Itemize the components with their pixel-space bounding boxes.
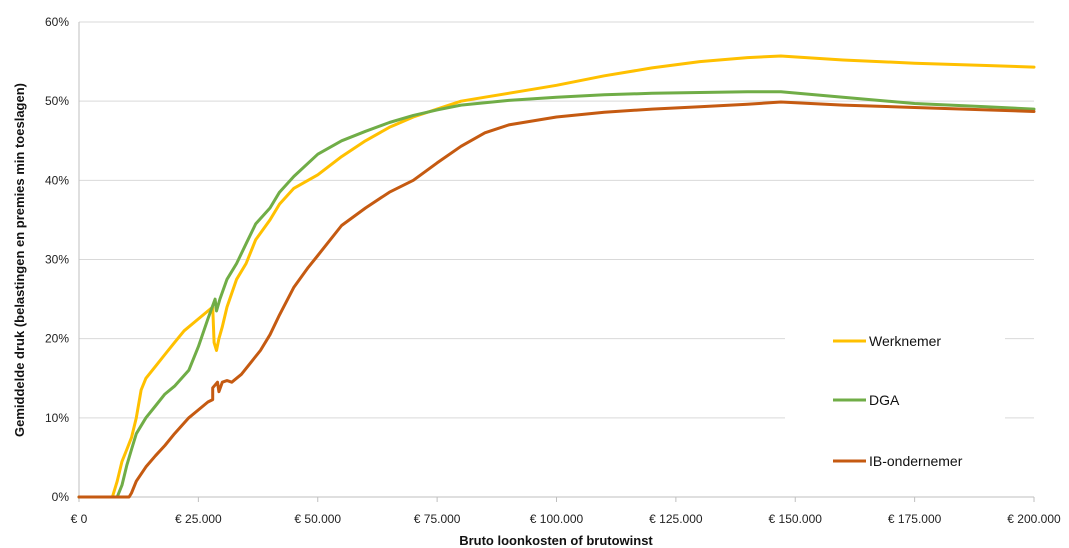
x-axis-title: Bruto loonkosten of brutowinst bbox=[459, 533, 653, 548]
legend-label: DGA bbox=[869, 392, 900, 408]
legend-label: Werknemer bbox=[869, 333, 941, 349]
x-tick-label: € 150.000 bbox=[769, 512, 823, 526]
series-line-ib-ondernemer bbox=[77, 100, 1036, 499]
x-tick-labels: € 0 € 25.000 € 50.000 € 75.000 € 100.000 € 12… bbox=[71, 497, 1061, 526]
series-line-dga bbox=[77, 90, 1036, 499]
y-tick-label: 50% bbox=[45, 94, 69, 108]
x-tick-label: € 125.000 bbox=[649, 512, 703, 526]
y-tick-labels: 0% 10% 20% 30% 40% 50% 60% bbox=[45, 15, 69, 504]
y-tick-label: 10% bbox=[45, 411, 69, 425]
y-tick-label: 20% bbox=[45, 332, 69, 346]
y-tick-label: 30% bbox=[45, 253, 69, 267]
y-axis-title: Gemiddelde druk (belastingen en premies … bbox=[12, 83, 27, 437]
legend-label: IB-ondernemer bbox=[869, 453, 963, 469]
y-tick-label: 60% bbox=[45, 15, 69, 29]
legend: Werknemer DGA IB-ondernemer bbox=[785, 318, 1005, 488]
x-tick-label: € 75.000 bbox=[414, 512, 461, 526]
y-tick-label: 40% bbox=[45, 173, 69, 187]
x-tick-label: € 100.000 bbox=[530, 512, 584, 526]
legend-background bbox=[785, 318, 1005, 488]
x-tick-label: € 0 bbox=[71, 512, 88, 526]
x-tick-label: € 175.000 bbox=[888, 512, 942, 526]
x-tick-label: € 50.000 bbox=[294, 512, 341, 526]
x-tick-label: € 200.000 bbox=[1007, 512, 1061, 526]
series-lines bbox=[77, 54, 1036, 499]
x-tick-label: € 25.000 bbox=[175, 512, 222, 526]
y-tick-label: 0% bbox=[52, 490, 70, 504]
series-line-werknemer bbox=[77, 54, 1036, 499]
